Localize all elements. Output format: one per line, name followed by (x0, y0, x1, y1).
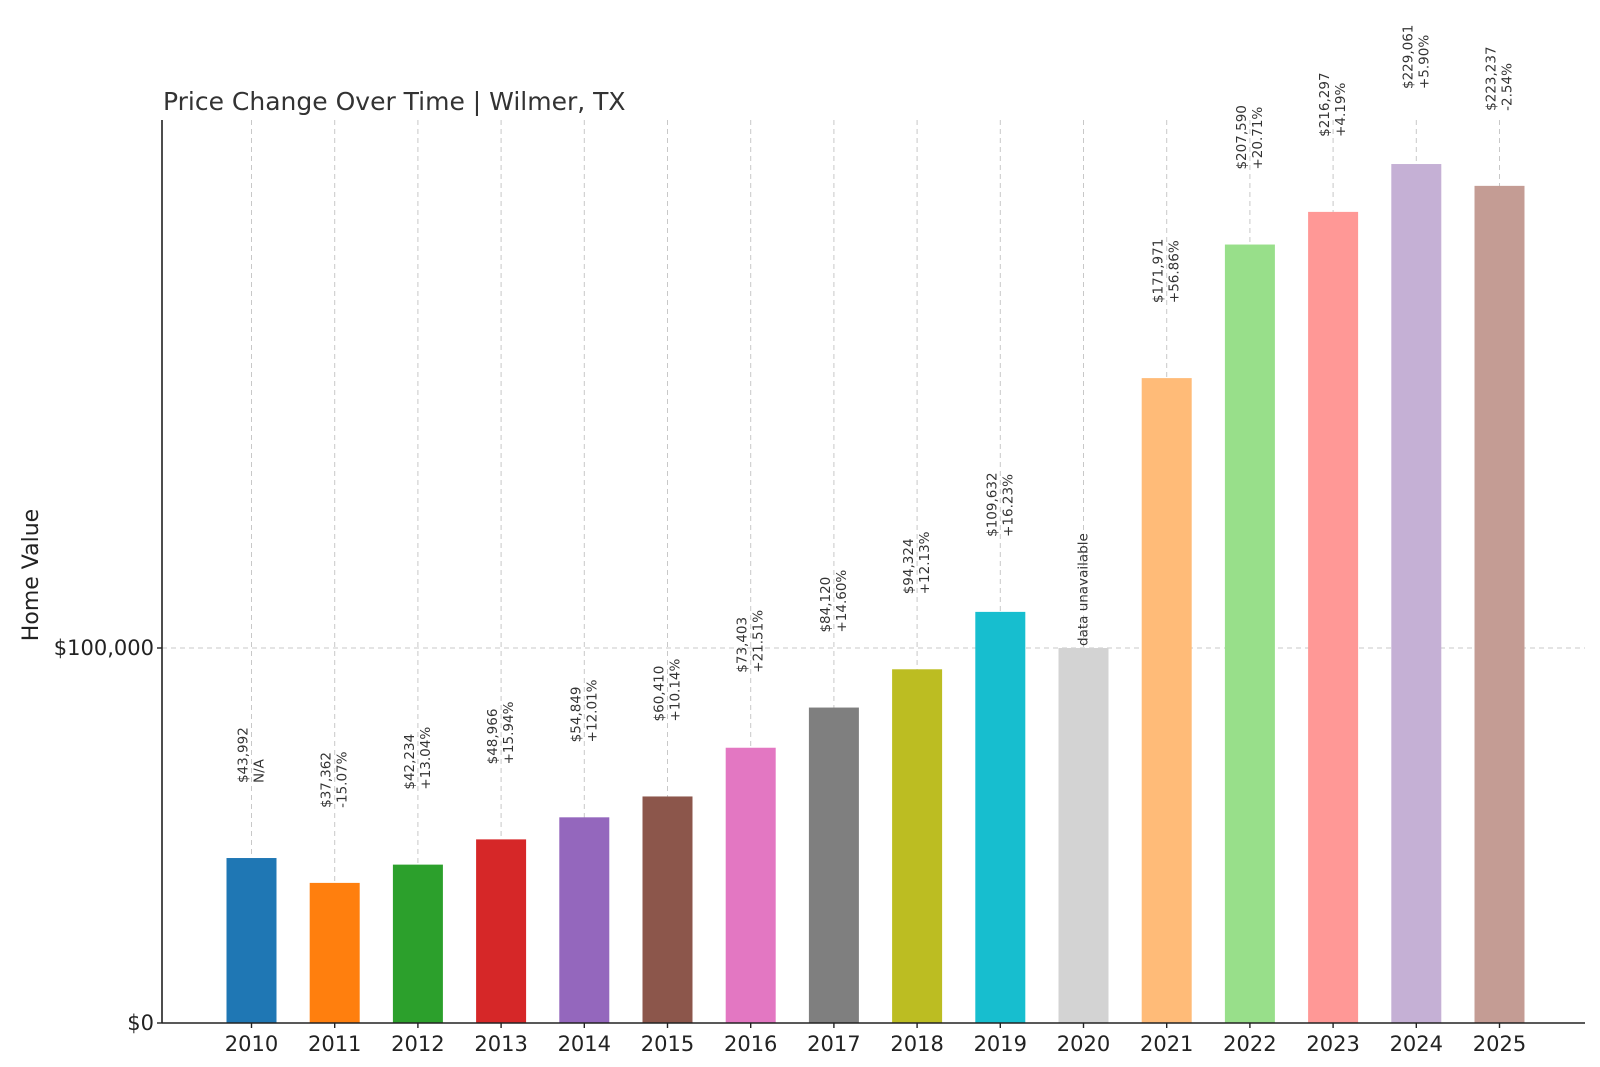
bar-2013 (476, 839, 526, 1023)
bar-value-label-2014: $54,849 (568, 686, 584, 742)
bar-change-label-2023: +4.19% (1333, 83, 1349, 137)
grid-layer (162, 120, 1585, 1023)
x-tick-label-2010: 2010 (225, 1032, 278, 1056)
bar-value-label-2011: $37,362 (319, 752, 335, 808)
bar-change-label-2013: +15.94% (501, 701, 517, 764)
bar-2010 (227, 858, 277, 1023)
x-tick-label-2018: 2018 (890, 1032, 943, 1056)
bar-change-label-2025: -2.54% (1500, 63, 1516, 111)
bar-value-label-2019: $109,632 (984, 472, 1000, 536)
bar-value-label-2013: $48,966 (485, 709, 501, 765)
bar-2017 (809, 708, 859, 1023)
bar-value-label-2015: $60,410 (652, 666, 668, 722)
bar-value-label-2025: $223,237 (1484, 46, 1500, 110)
bar-value-label-2020: data unavailable (1076, 533, 1092, 646)
bar-2022 (1225, 245, 1275, 1023)
bar-value-label-2017: $84,120 (818, 577, 834, 633)
bar-change-label-2014: +12.01% (584, 679, 600, 742)
bar-change-label-2011: -15.07% (335, 751, 351, 808)
x-tick-label-2011: 2011 (308, 1032, 361, 1056)
chart-title: Price Change Over Time | Wilmer, TX (163, 87, 626, 116)
bar-2018 (892, 669, 942, 1023)
bar-change-label-2019: +16.23% (1000, 474, 1016, 537)
x-tick-label-2014: 2014 (558, 1032, 611, 1056)
bar-value-label-2021: $171,971 (1151, 239, 1167, 303)
bar-2016 (726, 748, 776, 1023)
bar-2019 (975, 612, 1025, 1023)
x-tick-label-2020: 2020 (1057, 1032, 1110, 1056)
y-tick-label: $100,000 (54, 636, 154, 660)
bar-change-label-2010: N/A (252, 758, 268, 783)
bar-value-label-2010: $43,992 (236, 727, 252, 783)
bar-change-label-2016: +21.51% (751, 610, 767, 673)
x-tick-label-2019: 2019 (974, 1032, 1027, 1056)
x-tick-label-2021: 2021 (1140, 1032, 1193, 1056)
bar-change-label-2015: +10.14% (668, 659, 684, 722)
bar-2011 (310, 883, 360, 1023)
bar-value-label-2023: $216,297 (1317, 72, 1333, 136)
x-tick-label-2022: 2022 (1223, 1032, 1276, 1056)
y-axis-label: Home Value (19, 509, 44, 641)
x-tick-label-2013: 2013 (474, 1032, 527, 1056)
bar-2025 (1475, 186, 1525, 1023)
x-tick-label-2017: 2017 (807, 1032, 860, 1056)
x-tick-label-2025: 2025 (1473, 1032, 1526, 1056)
bar-2014 (559, 817, 609, 1023)
bar-change-label-2024: +5.90% (1416, 35, 1432, 89)
bar-2024 (1391, 164, 1441, 1023)
bar-2023 (1308, 212, 1358, 1023)
x-tick-label-2015: 2015 (641, 1032, 694, 1056)
bars-layer (227, 164, 1525, 1023)
bar-value-label-2018: $94,324 (901, 538, 917, 594)
x-tick-label-2024: 2024 (1390, 1032, 1443, 1056)
y-tick-label: $0 (127, 1011, 154, 1035)
bar-value-label-2012: $42,234 (402, 734, 418, 790)
bar-2015 (643, 796, 693, 1023)
bar-change-label-2018: +12.13% (917, 531, 933, 594)
x-tick-label-2012: 2012 (391, 1032, 444, 1056)
x-tick-label-2016: 2016 (724, 1032, 777, 1056)
bar-2020 (1059, 648, 1109, 1023)
x-tick-label-2023: 2023 (1306, 1032, 1359, 1056)
bar-value-label-2016: $73,403 (735, 617, 751, 673)
bar-value-label-2024: $229,061 (1400, 25, 1416, 89)
bar-2021 (1142, 378, 1192, 1023)
bar-change-label-2021: +56.86% (1167, 240, 1183, 303)
bar-change-label-2022: +20.71% (1250, 107, 1266, 170)
price-change-chart: $43,992 N/A $37,362 -15.07% $42,234 +13.04% $4… (0, 0, 1600, 1067)
bar-change-label-2017: +14.60% (834, 570, 850, 633)
bar-change-label-2012: +13.04% (418, 727, 434, 790)
bar-2012 (393, 865, 443, 1023)
bar-value-label-2022: $207,590 (1234, 105, 1250, 169)
